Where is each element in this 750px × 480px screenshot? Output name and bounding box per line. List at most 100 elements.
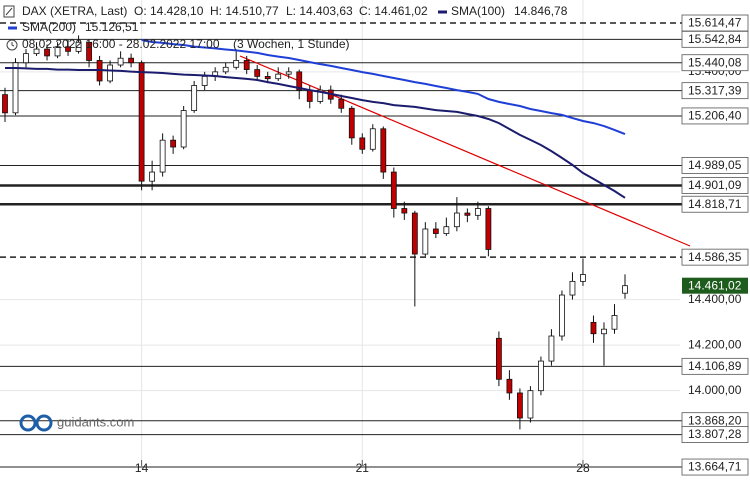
- candle-body: [401, 208, 408, 214]
- candle-body: [243, 60, 250, 70]
- candle-body: [348, 107, 355, 139]
- candle-body: [485, 208, 492, 250]
- candle-body: [23, 53, 29, 64]
- level-label: 13.664,71: [688, 460, 742, 474]
- level-label: 15.614,47: [688, 16, 742, 30]
- percent-icon: [5, 7, 13, 16]
- candle-body: [443, 226, 450, 234]
- candle-body: [75, 41, 82, 52]
- open-value: O: 14.428,10: [134, 4, 204, 18]
- level-box: [681, 54, 749, 72]
- candle-body: [128, 57, 135, 64]
- level-label: 14.106,89: [688, 359, 742, 373]
- candle-body: [369, 128, 376, 150]
- candle-body: [517, 392, 523, 419]
- period: 08.02.2022 16:00 - 28.02.2022 17:00: [22, 37, 220, 51]
- candle-body: [432, 228, 439, 234]
- candle-body: [422, 228, 429, 255]
- candle-body: [170, 139, 177, 148]
- level-label: 13.807,28: [688, 427, 742, 441]
- y-tick-label: 14.000,00: [688, 383, 742, 397]
- candle-body: [495, 337, 502, 380]
- candle-body: [474, 208, 481, 216]
- legend-label: SMA(100): [451, 4, 505, 18]
- candles: [2, 35, 628, 430]
- clock-icon: [11, 42, 15, 47]
- resolution: (3 Wochen, 1 Stunde): [233, 37, 350, 51]
- candle-body: [622, 285, 628, 294]
- axis-labels: 15.400,0014.400,0014.200,0014.000,001421…: [135, 14, 749, 476]
- candle-body: [296, 71, 303, 91]
- level-box: [681, 30, 749, 48]
- level-box: [681, 107, 749, 125]
- levels: [0, 22, 682, 468]
- candle-body: [306, 89, 313, 102]
- candle-body: [222, 66, 229, 73]
- candle-body: [138, 62, 145, 182]
- candle-body: [285, 71, 292, 75]
- clock-icon: [6, 39, 18, 51]
- sma-line: [5, 67, 626, 199]
- level-box: [681, 248, 749, 266]
- logo-icon: [35, 414, 53, 432]
- candle-body: [44, 48, 50, 57]
- candle-body: [464, 212, 471, 216]
- level-label: 15.317,39: [688, 83, 742, 97]
- candle-body: [254, 69, 261, 77]
- level-box: [681, 357, 749, 375]
- level-box: [681, 458, 749, 476]
- candle-body: [527, 390, 534, 419]
- candle-body: [159, 139, 166, 173]
- candle-body: [317, 89, 324, 102]
- candle-body: [380, 128, 387, 173]
- header: DAX (XETRA, Last) O: 14.428,10 H: 14.510…: [3, 4, 568, 51]
- level-label: 15.542,84: [688, 32, 742, 46]
- candle-body: [569, 280, 576, 296]
- last-price-label: 14.461,02: [688, 278, 742, 292]
- candle-body: [33, 48, 40, 55]
- level-label: 13.868,20: [688, 413, 742, 427]
- legend-value: 15.126,51: [85, 20, 139, 34]
- y-tick-label: 14.400,00: [688, 292, 742, 306]
- candle-body: [559, 294, 565, 337]
- logo-text: guidants.com: [57, 414, 134, 429]
- close-value: C: 14.461,02: [359, 4, 428, 18]
- candle-body: [201, 76, 208, 86]
- level-label: 14.818,71: [688, 197, 742, 211]
- candle-body: [338, 98, 345, 109]
- level-label: 14.989,05: [688, 158, 742, 172]
- candle-body: [611, 315, 618, 330]
- candle-body: [86, 41, 92, 61]
- x-tick-label: 14: [135, 461, 149, 475]
- level-label: 15.206,40: [688, 109, 742, 123]
- candle-body: [149, 171, 156, 182]
- x-tick-label: 21: [356, 461, 370, 475]
- candle-body: [590, 321, 597, 335]
- candle-body: [359, 137, 366, 150]
- candle-body: [233, 60, 240, 68]
- instrument: DAX (XETRA, Last): [22, 4, 127, 18]
- y-tick-label: 14.200,00: [688, 337, 742, 351]
- candle-body: [411, 212, 418, 255]
- candle-body: [191, 85, 198, 111]
- level-box: [681, 195, 749, 213]
- legend-value: 14.846,78: [514, 4, 568, 18]
- candle-body: [275, 73, 282, 80]
- candle-body: [601, 328, 607, 335]
- candle-body: [54, 46, 61, 57]
- candle-body: [506, 378, 513, 394]
- sma-line: [141, 39, 626, 136]
- candle-body: [107, 64, 113, 82]
- moving-averages: [5, 39, 626, 199]
- candle-body: [548, 335, 555, 362]
- low-value: L: 14.403,63: [286, 4, 353, 18]
- level-label: 15.440,08: [688, 55, 742, 69]
- level-box: [681, 177, 749, 194]
- level-box: [681, 157, 749, 174]
- candle-body: [390, 171, 397, 209]
- level-box: [681, 82, 749, 100]
- candle-body: [180, 110, 187, 148]
- x-tick-label: 28: [576, 461, 590, 475]
- candle-body: [65, 46, 71, 52]
